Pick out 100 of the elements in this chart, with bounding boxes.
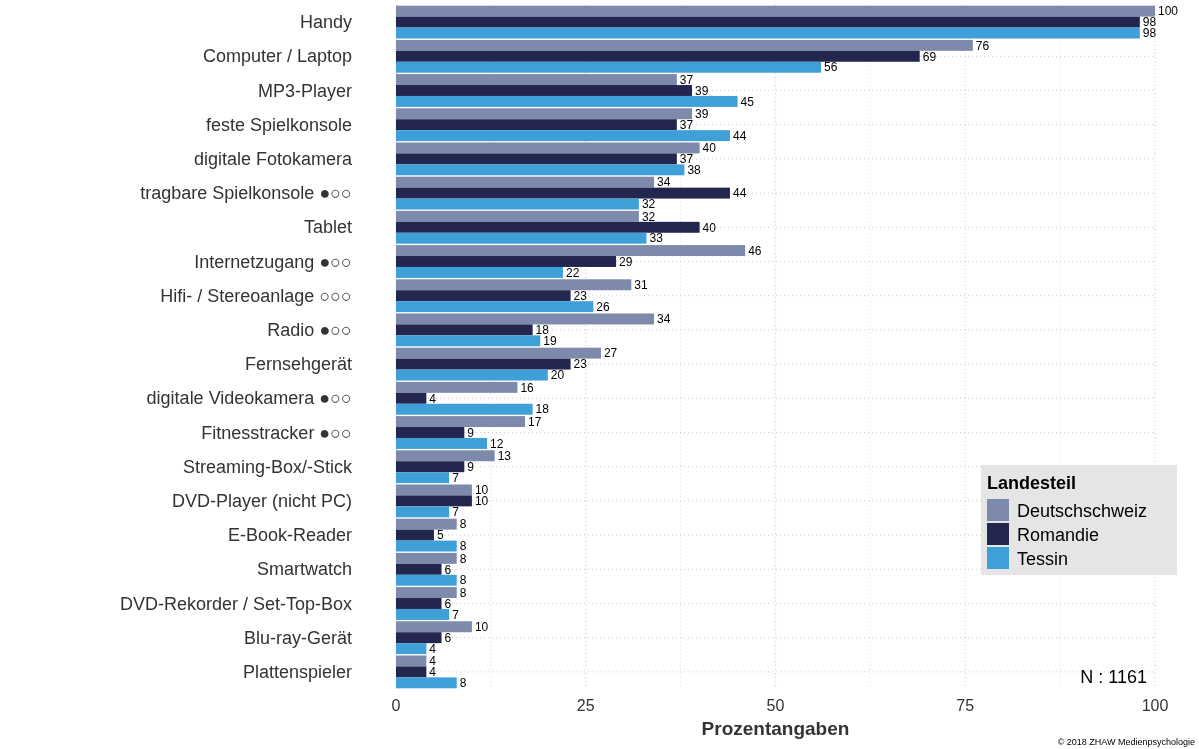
bar bbox=[396, 256, 617, 267]
y-tick-label: Internetzugang ●○○ bbox=[194, 251, 352, 272]
bar bbox=[396, 279, 632, 291]
data-label: 16 bbox=[520, 380, 535, 395]
y-tick-label: DVD-Rekorder / Set-Top-Box bbox=[119, 593, 352, 614]
bar bbox=[396, 587, 457, 599]
legend-label: Romandie bbox=[1017, 525, 1100, 545]
data-label: 9 bbox=[467, 425, 475, 440]
data-label: 8 bbox=[459, 676, 467, 691]
y-tick-label: Hifi- / Stereoanlage ○○○ bbox=[160, 285, 352, 306]
data-label: 12 bbox=[490, 436, 504, 451]
data-label: 26 bbox=[596, 299, 611, 314]
bar bbox=[396, 290, 571, 302]
bar bbox=[396, 677, 457, 689]
bar bbox=[396, 16, 1140, 28]
y-tick-label: Handy bbox=[299, 12, 352, 33]
data-label: 32 bbox=[641, 197, 656, 212]
bar bbox=[396, 176, 655, 188]
bar bbox=[396, 495, 472, 507]
data-label: 40 bbox=[702, 141, 717, 156]
bar bbox=[396, 232, 647, 244]
data-label: 19 bbox=[543, 334, 557, 349]
bar bbox=[396, 39, 973, 51]
data-label: 69 bbox=[922, 49, 937, 64]
bar bbox=[396, 5, 1155, 17]
data-label: 34 bbox=[657, 312, 671, 327]
x-tick-label: 50 bbox=[766, 697, 785, 714]
bar bbox=[396, 347, 601, 359]
text: © 2018 ZHAW Medienpsychologie bbox=[1057, 737, 1195, 747]
legend-title: Landesteil bbox=[987, 473, 1077, 493]
data-label: 34 bbox=[657, 175, 671, 190]
y-tick-label: Tablet bbox=[303, 217, 352, 238]
bar bbox=[396, 198, 639, 210]
data-label: 6 bbox=[444, 562, 452, 577]
data-label: 56 bbox=[824, 60, 838, 75]
bar bbox=[396, 621, 472, 633]
bar bbox=[396, 437, 488, 449]
bar bbox=[396, 50, 920, 62]
bar bbox=[396, 27, 1140, 39]
data-label: 7 bbox=[452, 470, 460, 485]
bar bbox=[396, 472, 450, 484]
data-label: 39 bbox=[695, 106, 709, 121]
bar bbox=[396, 450, 495, 462]
bar bbox=[396, 130, 730, 142]
x-tick-label: 25 bbox=[576, 697, 595, 714]
data-label: 46 bbox=[748, 243, 762, 258]
data-label: 37 bbox=[679, 117, 694, 132]
data-label: 98 bbox=[1142, 26, 1157, 41]
data-label: 7 bbox=[452, 505, 460, 520]
data-label: 32 bbox=[641, 209, 656, 224]
data-label: 4 bbox=[429, 641, 437, 656]
y-tick-label: MP3-Player bbox=[257, 80, 352, 101]
data-label: 37 bbox=[679, 72, 694, 87]
bar bbox=[396, 427, 465, 438]
legend-label: Deutschschweiz bbox=[1017, 501, 1148, 521]
data-label: 7 bbox=[452, 607, 460, 622]
data-label: 17 bbox=[528, 414, 542, 429]
data-label: 44 bbox=[732, 186, 747, 201]
bar bbox=[396, 74, 677, 86]
bar bbox=[396, 324, 533, 336]
y-tick-label: digitale Videokamera ●○○ bbox=[146, 388, 352, 409]
data-label: 5 bbox=[436, 528, 444, 543]
bar bbox=[396, 392, 427, 404]
bar bbox=[396, 518, 457, 530]
bar bbox=[396, 221, 700, 233]
y-tick-label: Smartwatch bbox=[256, 559, 352, 580]
data-label: 4 bbox=[429, 391, 437, 406]
bar bbox=[396, 666, 427, 678]
y-tick-label: Computer / Laptop bbox=[202, 46, 352, 67]
y-tick-label: tragbare Spielkonsole ●○○ bbox=[140, 183, 352, 204]
annotation: N : 1161 bbox=[1080, 667, 1147, 687]
bar bbox=[396, 301, 594, 313]
y-tick-label: E-Book-Reader bbox=[227, 525, 352, 546]
x-axis-title: Prozentangaben bbox=[701, 718, 850, 739]
bar bbox=[396, 245, 746, 257]
bar bbox=[396, 416, 526, 428]
data-label: 23 bbox=[573, 357, 588, 372]
data-label: 4 bbox=[429, 665, 437, 680]
bar bbox=[396, 335, 541, 347]
data-label: 22 bbox=[565, 265, 580, 280]
bar bbox=[396, 608, 450, 620]
bar bbox=[396, 563, 442, 575]
y-tick-label: Fitnesstracker ●○○ bbox=[201, 422, 352, 443]
x-tick-label: 75 bbox=[956, 697, 975, 714]
bar bbox=[396, 95, 738, 107]
data-label: 23 bbox=[573, 288, 588, 303]
bar bbox=[396, 164, 685, 176]
y-tick-label: feste Spielkonsole bbox=[205, 114, 352, 135]
x-tick-label: 100 bbox=[1141, 697, 1169, 714]
bar bbox=[396, 574, 457, 586]
bar bbox=[396, 313, 655, 325]
bar bbox=[396, 484, 472, 496]
data-label: 45 bbox=[740, 94, 755, 109]
bar bbox=[396, 655, 427, 667]
data-label: 9 bbox=[467, 459, 475, 474]
bar bbox=[396, 142, 700, 154]
bar bbox=[396, 85, 693, 96]
y-tick-label: Plattenspieler bbox=[242, 661, 352, 682]
bar bbox=[396, 266, 563, 278]
data-label: 10 bbox=[474, 619, 489, 634]
